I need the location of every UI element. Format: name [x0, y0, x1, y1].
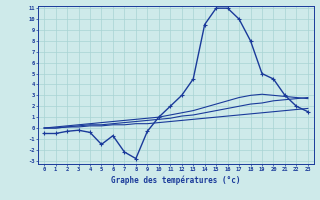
X-axis label: Graphe des températures (°c): Graphe des températures (°c)	[111, 175, 241, 185]
